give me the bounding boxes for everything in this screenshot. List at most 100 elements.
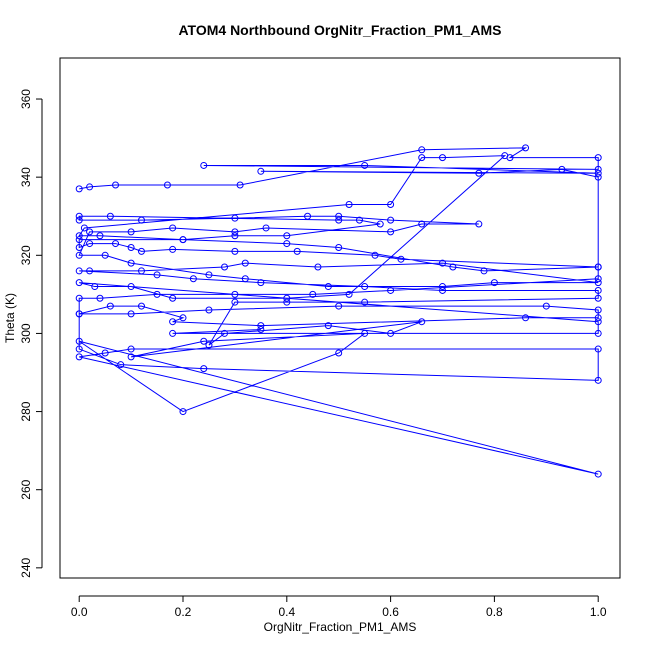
data-point (75, 185, 83, 193)
data-point (179, 314, 187, 322)
plot-frame (59, 57, 621, 579)
data-point (241, 275, 249, 283)
data-point (293, 247, 301, 255)
data-point (594, 165, 602, 173)
data-point (594, 294, 602, 302)
data-point (387, 286, 395, 294)
y-tick-label: 240 (19, 558, 33, 578)
data-point (439, 154, 447, 162)
data-point (335, 212, 343, 220)
data-point (163, 181, 171, 189)
y-axis-label: Theta (K) (3, 293, 17, 343)
data-point (594, 329, 602, 337)
data-point (101, 251, 109, 259)
data-point (169, 318, 177, 326)
data-point (75, 243, 83, 251)
data-point (345, 201, 353, 209)
data-point (75, 310, 83, 318)
data-point (594, 169, 602, 177)
data-point (75, 345, 83, 353)
data-point (75, 251, 83, 259)
data-point (86, 240, 94, 248)
data-point (169, 329, 177, 337)
data-point (594, 376, 602, 384)
data-point (86, 183, 94, 191)
data-point (594, 263, 602, 271)
data-point (361, 283, 369, 291)
data-point (169, 224, 177, 232)
data-point (324, 322, 332, 330)
data-point (127, 310, 135, 318)
data-point (257, 167, 265, 175)
data-point (75, 236, 83, 244)
data-point (112, 240, 120, 248)
data-point (283, 232, 291, 240)
x-tick-label: 0.8 (486, 605, 503, 619)
data-point (101, 349, 109, 357)
data-point (376, 220, 384, 228)
data-point (75, 279, 83, 287)
data-point (418, 154, 426, 162)
data-point (241, 259, 249, 267)
x-tick-label: 0.4 (278, 605, 295, 619)
data-point (594, 318, 602, 326)
data-point (231, 298, 239, 306)
data-point (75, 294, 83, 302)
data-point (387, 228, 395, 236)
data-point (558, 165, 566, 173)
data-point (335, 216, 343, 224)
data-point (387, 329, 395, 337)
data-point (137, 216, 145, 224)
data-point (75, 212, 83, 220)
x-tick-label: 0.0 (71, 605, 88, 619)
data-point (127, 228, 135, 236)
data-point (231, 214, 239, 222)
data-point (324, 283, 332, 291)
data-point (439, 286, 447, 294)
data-point (594, 314, 602, 322)
data-point (153, 271, 161, 279)
data-point (221, 263, 229, 271)
data-point (439, 259, 447, 267)
data-point (200, 365, 208, 373)
chart-title: ATOM4 Northbound OrgNitr_Fraction_PM1_AM… (178, 22, 501, 38)
data-point (371, 251, 379, 259)
data-point (594, 173, 602, 181)
data-point (361, 161, 369, 169)
y-tick-label: 260 (19, 479, 33, 499)
data-point (221, 329, 229, 337)
data-point (475, 220, 483, 228)
data-point (86, 267, 94, 275)
data-point (231, 247, 239, 255)
data-point (200, 161, 208, 169)
data-point (127, 345, 135, 353)
data-point (205, 271, 213, 279)
data-point (490, 279, 498, 287)
y-tick-label: 320 (19, 245, 33, 265)
data-point (262, 224, 270, 232)
data-point (594, 345, 602, 353)
data-point (418, 318, 426, 326)
data-point (257, 322, 265, 330)
data-point (169, 294, 177, 302)
data-point (236, 181, 244, 189)
y-tick-label: 340 (19, 167, 33, 187)
data-point (205, 306, 213, 314)
data-point (75, 353, 83, 361)
data-point (439, 283, 447, 291)
data-point (80, 224, 88, 232)
x-tick-label: 0.6 (382, 605, 399, 619)
x-tick-label: 1.0 (590, 605, 607, 619)
data-point (283, 294, 291, 302)
data-point (127, 283, 135, 291)
data-point (179, 236, 187, 244)
data-point (314, 263, 322, 271)
data-point (283, 240, 291, 248)
data-point (75, 267, 83, 275)
data-point (475, 169, 483, 177)
data-point (449, 263, 457, 271)
data-point (106, 302, 114, 310)
data-point (522, 314, 530, 322)
data-point (309, 290, 317, 298)
